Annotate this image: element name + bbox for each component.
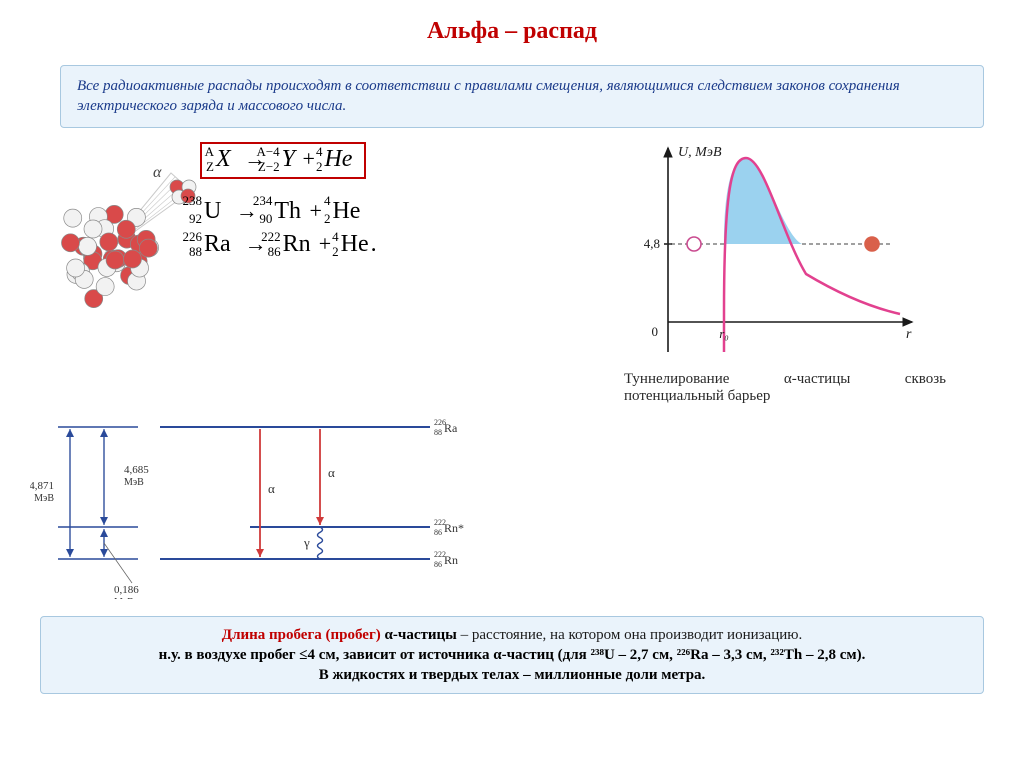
general-decay-equation: AZX → A−4Z−2Y + 42He [200, 142, 366, 179]
u238-decay-equation: 23892U → 23490Th + 42He [200, 195, 620, 225]
svg-text:α: α [328, 465, 335, 480]
svg-text:4,685: 4,685 [124, 464, 149, 476]
svg-text:α: α [153, 164, 162, 181]
svg-text:22286Rn*: 22286Rn* [434, 518, 464, 537]
svg-text:α: α [268, 481, 275, 496]
range-definition: Длина пробега (пробег) α-частицы – расст… [40, 616, 984, 695]
svg-text:r₀: r₀ [719, 326, 729, 341]
tunneling-graph: U, МэВ r 0 4,8 r₀ Туннелирование α-частицы с… [620, 138, 950, 405]
svg-text:r: r [906, 327, 912, 342]
svg-text:U, МэВ: U, МэВ [678, 145, 722, 160]
energy-level-diagram: 22688Ra22286Rn22286Rn*ααγ4,871МэВ4,685Мэ… [30, 409, 470, 604]
svg-text:4,8: 4,8 [644, 236, 660, 251]
ra226-decay-equation: 22688Ra → 22286Rn + 42He. [200, 231, 620, 258]
svg-text:МэВ: МэВ [34, 493, 54, 504]
svg-text:22688Ra: 22688Ra [434, 418, 458, 437]
intro-text: Все радиоактивные распады происходят в с… [60, 65, 984, 128]
svg-text:0: 0 [652, 324, 659, 339]
svg-text:МэВ: МэВ [124, 477, 144, 488]
svg-text:γ: γ [303, 535, 310, 550]
decay-equations: AZX → A−4Z−2Y + 42He 23892U → 23490Th + … [200, 138, 620, 264]
svg-text:МэВ: МэВ [114, 597, 134, 599]
svg-text:22286Rn: 22286Rn [434, 550, 458, 569]
alpha-emission-illustration: α [30, 138, 200, 323]
svg-text:0,186: 0,186 [114, 584, 139, 596]
tunneling-caption: Туннелирование α-частицы сквозь потенциа… [624, 371, 946, 405]
svg-text:4,871: 4,871 [30, 480, 54, 492]
page-title: Альфа – распад [0, 0, 1024, 45]
